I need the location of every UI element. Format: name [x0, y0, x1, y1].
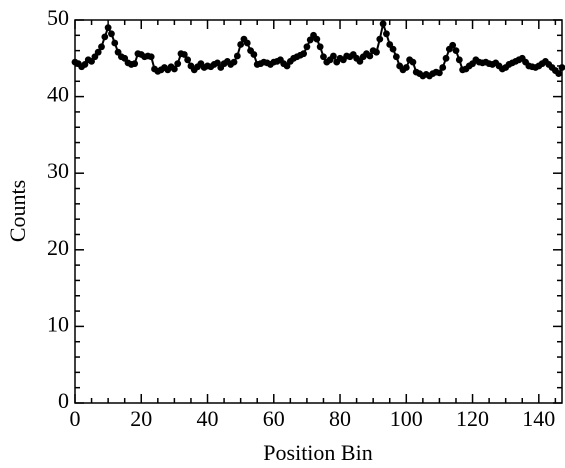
- data-point: [174, 60, 182, 68]
- plot-frame: [74, 19, 563, 404]
- y-axis-label: Counts: [5, 180, 30, 242]
- data-point: [316, 43, 324, 51]
- data-point: [379, 20, 387, 28]
- data-point: [555, 70, 563, 78]
- data-point: [101, 33, 109, 41]
- x-tick-label: 0: [70, 406, 81, 431]
- data-point: [300, 50, 307, 58]
- data-point: [366, 52, 374, 60]
- y-tick-label: 0: [58, 388, 69, 413]
- data-point: [104, 24, 112, 32]
- data-point: [373, 48, 380, 56]
- data-point: [376, 35, 384, 43]
- x-tick-label: 140: [522, 406, 555, 431]
- data-point: [243, 39, 251, 47]
- x-tick-label: 20: [130, 406, 152, 431]
- data-point: [455, 56, 463, 64]
- data-point: [233, 52, 241, 60]
- y-tick-label: 10: [47, 311, 69, 336]
- data-point: [250, 51, 258, 58]
- data-point: [111, 39, 119, 47]
- data-point: [436, 69, 443, 77]
- data-point: [383, 30, 390, 38]
- data-point: [558, 64, 565, 71]
- data-point: [409, 58, 417, 66]
- y-tick-label: 30: [47, 158, 69, 183]
- data-point: [442, 54, 450, 62]
- data-point: [303, 43, 311, 51]
- data-point: [180, 51, 188, 58]
- y-tick-label: 40: [47, 82, 69, 107]
- y-tick-label: 20: [47, 235, 69, 260]
- data-point: [184, 56, 192, 64]
- data-point: [392, 53, 400, 61]
- y-tick-label: 50: [47, 5, 69, 30]
- x-tick-label: 60: [263, 406, 285, 431]
- data-point: [94, 48, 102, 56]
- data-point: [452, 47, 460, 55]
- x-tick-label: 40: [197, 406, 219, 431]
- data-point: [330, 52, 337, 60]
- x-tick-label: 120: [456, 406, 489, 431]
- x-axis-label: Position Bin: [263, 440, 372, 465]
- data-point: [98, 43, 105, 51]
- x-tick-label: 80: [329, 406, 351, 431]
- data-line: [74, 20, 563, 78]
- data-point: [131, 60, 139, 68]
- data-point: [320, 53, 327, 61]
- data-point: [170, 65, 178, 73]
- data-point: [402, 64, 410, 71]
- x-tick-label: 100: [390, 406, 423, 431]
- data-point: [237, 41, 245, 48]
- data-point: [313, 35, 321, 43]
- data-point: [439, 64, 447, 71]
- data-point: [230, 58, 238, 66]
- data-point: [147, 53, 155, 61]
- data-point: [389, 45, 397, 53]
- data-point: [108, 30, 115, 38]
- data-point: [449, 41, 457, 49]
